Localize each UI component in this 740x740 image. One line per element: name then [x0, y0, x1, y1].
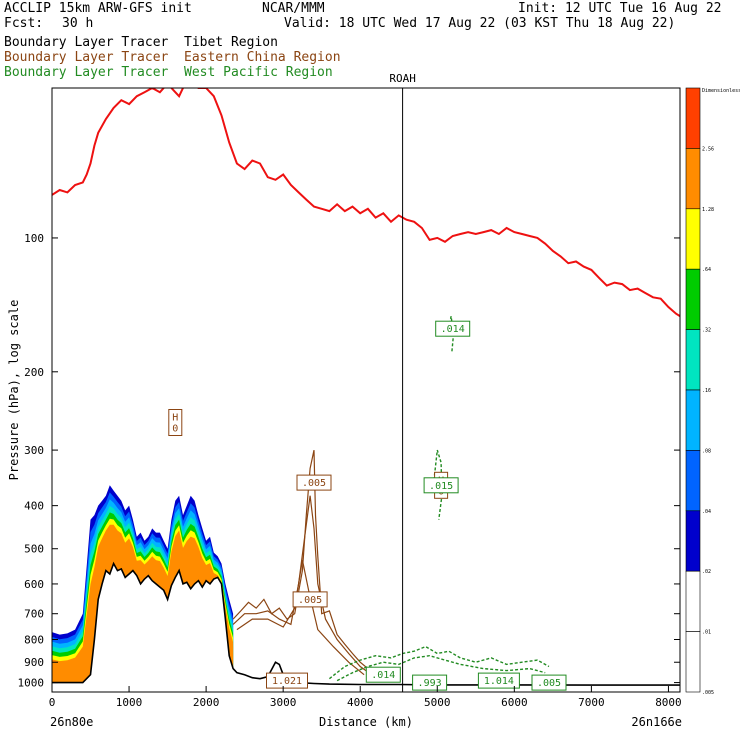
y-axis-label: Pressure (hPa), log scale — [7, 300, 21, 481]
contour-label-box — [266, 672, 308, 689]
y-tick-label: 1000 — [18, 677, 45, 690]
contour-label: .014 — [371, 670, 395, 681]
contour-label: .993 — [418, 678, 442, 689]
colorbar-level-label: 1.28 — [702, 207, 714, 213]
colorbar-swatch — [685, 570, 701, 632]
colorbar-swatch — [685, 631, 701, 693]
contour-label-box — [412, 674, 448, 691]
contour-label: .005 — [298, 595, 322, 606]
x-tick-label: 0 — [49, 696, 56, 709]
fcst-label: Fcst: — [4, 16, 44, 31]
x-tick-label: 1000 — [116, 696, 143, 709]
colorbar-swatch — [685, 389, 701, 451]
eastern-china-contour — [236, 559, 365, 676]
contour-label: 1.021 — [272, 676, 302, 687]
center-label: NCAR/MMM — [262, 1, 325, 16]
y-tick-label: 600 — [24, 578, 44, 591]
colorbar-level-label: .04 — [702, 509, 711, 515]
contour-label-box — [365, 666, 401, 683]
colorbar-swatch — [685, 450, 701, 512]
roah-marker-label: ROAH — [389, 72, 416, 85]
contour-label: H — [172, 413, 178, 424]
legend-eastern-region: Eastern China Region — [184, 50, 341, 65]
x-tick-label: 2000 — [193, 696, 220, 709]
x-tick-label: 3000 — [270, 696, 297, 709]
colorbar-level-label: 2.56 — [702, 146, 714, 152]
y-tick-label: 800 — [24, 633, 44, 646]
y-tick-label: 400 — [24, 500, 44, 513]
contour-label: .015 — [429, 481, 453, 492]
x-tick-label: 5000 — [424, 696, 451, 709]
contour-label-box — [531, 674, 567, 691]
contour-label-box — [292, 591, 328, 608]
contour-label: .005 — [537, 678, 561, 689]
x-tick-label: 6000 — [501, 696, 528, 709]
plot-frame — [51, 87, 681, 693]
colorbar-level-label: .02 — [702, 569, 711, 575]
contour-label: 1.014 — [484, 676, 514, 687]
contour-label-box — [477, 672, 520, 689]
contour-label-box — [296, 474, 332, 491]
legend-pacific-region: West Pacific Region — [184, 65, 333, 80]
left-endpoint-label: 26n80e — [50, 715, 93, 729]
x-tick-label: 8000 — [655, 696, 682, 709]
colorbar-level-label: .64 — [702, 267, 711, 273]
colorbar-swatch — [685, 148, 701, 210]
tropopause-line — [52, 88, 680, 318]
colorbar-level-label: .005 — [702, 690, 714, 696]
fcst-value: 30 h — [62, 16, 94, 31]
legend-tibet-name: Boundary Layer Tracer — [4, 35, 169, 50]
plot-area: H0.005.005H0.014.015.014.9931.014.0051.0… — [52, 88, 680, 691]
colorbar-swatch — [685, 208, 701, 270]
contour-label-box — [423, 477, 459, 494]
right-endpoint-label: 26n166e — [631, 715, 682, 729]
west-pacific-contour — [336, 654, 546, 682]
colorbar-level-label: .32 — [702, 328, 711, 334]
y-tick-label: 300 — [24, 444, 44, 457]
y-tick-label: 100 — [24, 232, 44, 245]
eastern-china-contour — [232, 449, 376, 674]
contour-label-box — [435, 320, 471, 337]
init-time: Init: 12 UTC Tue 16 Aug 22 — [518, 1, 722, 16]
colorbar-swatch — [685, 329, 701, 391]
colorbar-swatch — [685, 87, 701, 149]
y-tick-label: 900 — [24, 656, 44, 669]
colorbar-level-label: .08 — [702, 448, 711, 454]
y-tick-label: 700 — [24, 608, 44, 621]
y-tick-label: 500 — [24, 543, 44, 556]
valid-time: Valid: 18 UTC Wed 17 Aug 22 (03 KST Thu … — [284, 16, 676, 31]
contour-label-box — [168, 409, 183, 436]
west-pacific-contour — [328, 645, 550, 680]
colorbar-swatch — [685, 510, 701, 572]
contour-label: .005 — [302, 478, 326, 489]
x-tick-label: 4000 — [347, 696, 374, 709]
legend-tibet-region: Tibet Region — [184, 35, 278, 50]
colorbar-level-label: .16 — [702, 388, 711, 394]
model-title: ACCLIP 15km ARW-GFS init — [4, 1, 192, 16]
colorbar-swatch — [685, 268, 701, 330]
eastern-china-contour — [232, 495, 373, 676]
contour-label: .014 — [441, 324, 465, 335]
colorbar-level-label: Dimensionless — [702, 88, 740, 94]
y-tick-label: 200 — [24, 366, 44, 379]
legend-pacific-name: Boundary Layer Tracer — [4, 65, 169, 80]
x-tick-label: 7000 — [578, 696, 605, 709]
colorbar-level-label: .01 — [702, 630, 711, 636]
x-axis-label: Distance (km) — [319, 715, 413, 729]
tracer-level-1.28 — [52, 529, 234, 683]
contour-label: 0 — [172, 424, 178, 435]
legend-eastern-name: Boundary Layer Tracer — [4, 50, 169, 65]
